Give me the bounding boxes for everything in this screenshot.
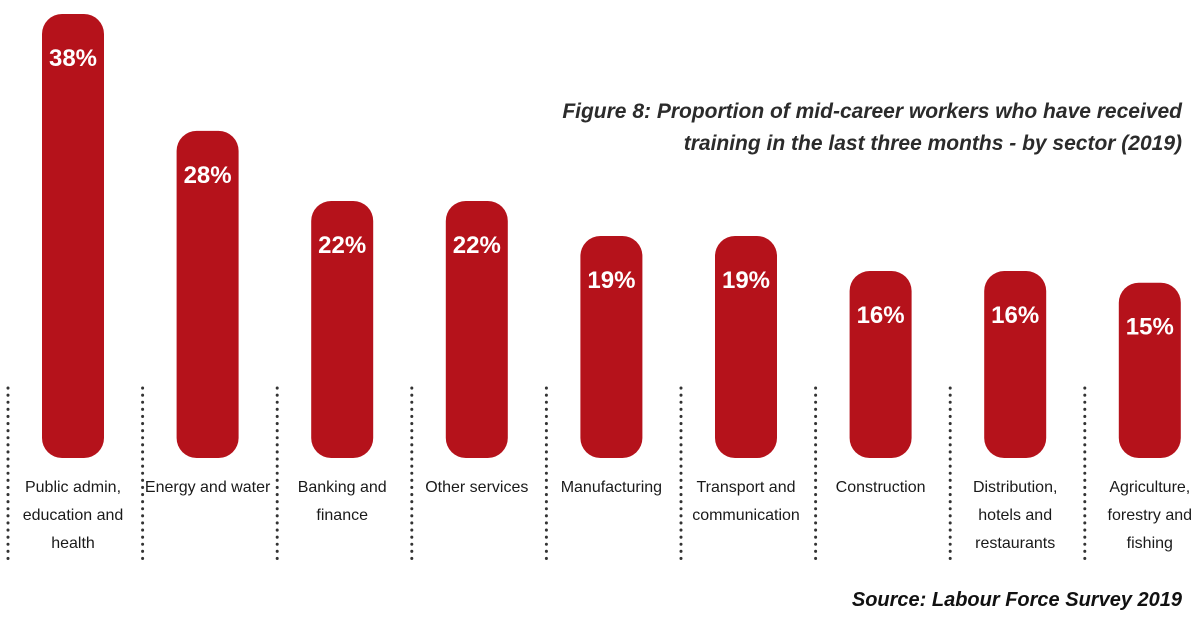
bar xyxy=(445,200,508,458)
category-label: Construction xyxy=(835,479,926,496)
category-label: Distribution, hotels and restaurants xyxy=(972,479,1058,552)
bar-value-label: 19% xyxy=(722,267,770,294)
bar xyxy=(311,200,374,458)
bar-value-label: 22% xyxy=(453,232,501,259)
bar xyxy=(984,271,1047,458)
bar xyxy=(1118,282,1181,458)
bar xyxy=(580,236,643,458)
source-note: Source: Labour Force Survey 2019 xyxy=(851,589,1182,611)
bar-value-label: 38% xyxy=(49,45,97,72)
chart-title: Figure 8: Proportion of mid-career worke… xyxy=(562,100,1182,155)
bar-value-label: 19% xyxy=(587,267,635,294)
bar xyxy=(715,236,777,458)
category-label: Energy and water xyxy=(144,479,271,496)
category-label: Transport and communication xyxy=(692,479,800,524)
bar xyxy=(176,130,239,458)
category-label: Banking and finance xyxy=(297,479,387,524)
bar xyxy=(849,271,912,458)
bar-value-label: 16% xyxy=(857,302,905,329)
bar xyxy=(42,14,104,458)
category-label: Agriculture, forestry and fishing xyxy=(1107,479,1193,552)
bar-value-label: 28% xyxy=(184,162,232,189)
bar-value-label: 16% xyxy=(991,302,1039,329)
bar-value-label: 15% xyxy=(1126,314,1174,341)
category-label: Other services xyxy=(425,479,529,496)
bar-value-label: 22% xyxy=(318,232,366,259)
category-label: Manufacturing xyxy=(560,479,663,496)
category-label: Public admin, education and health xyxy=(22,479,124,552)
